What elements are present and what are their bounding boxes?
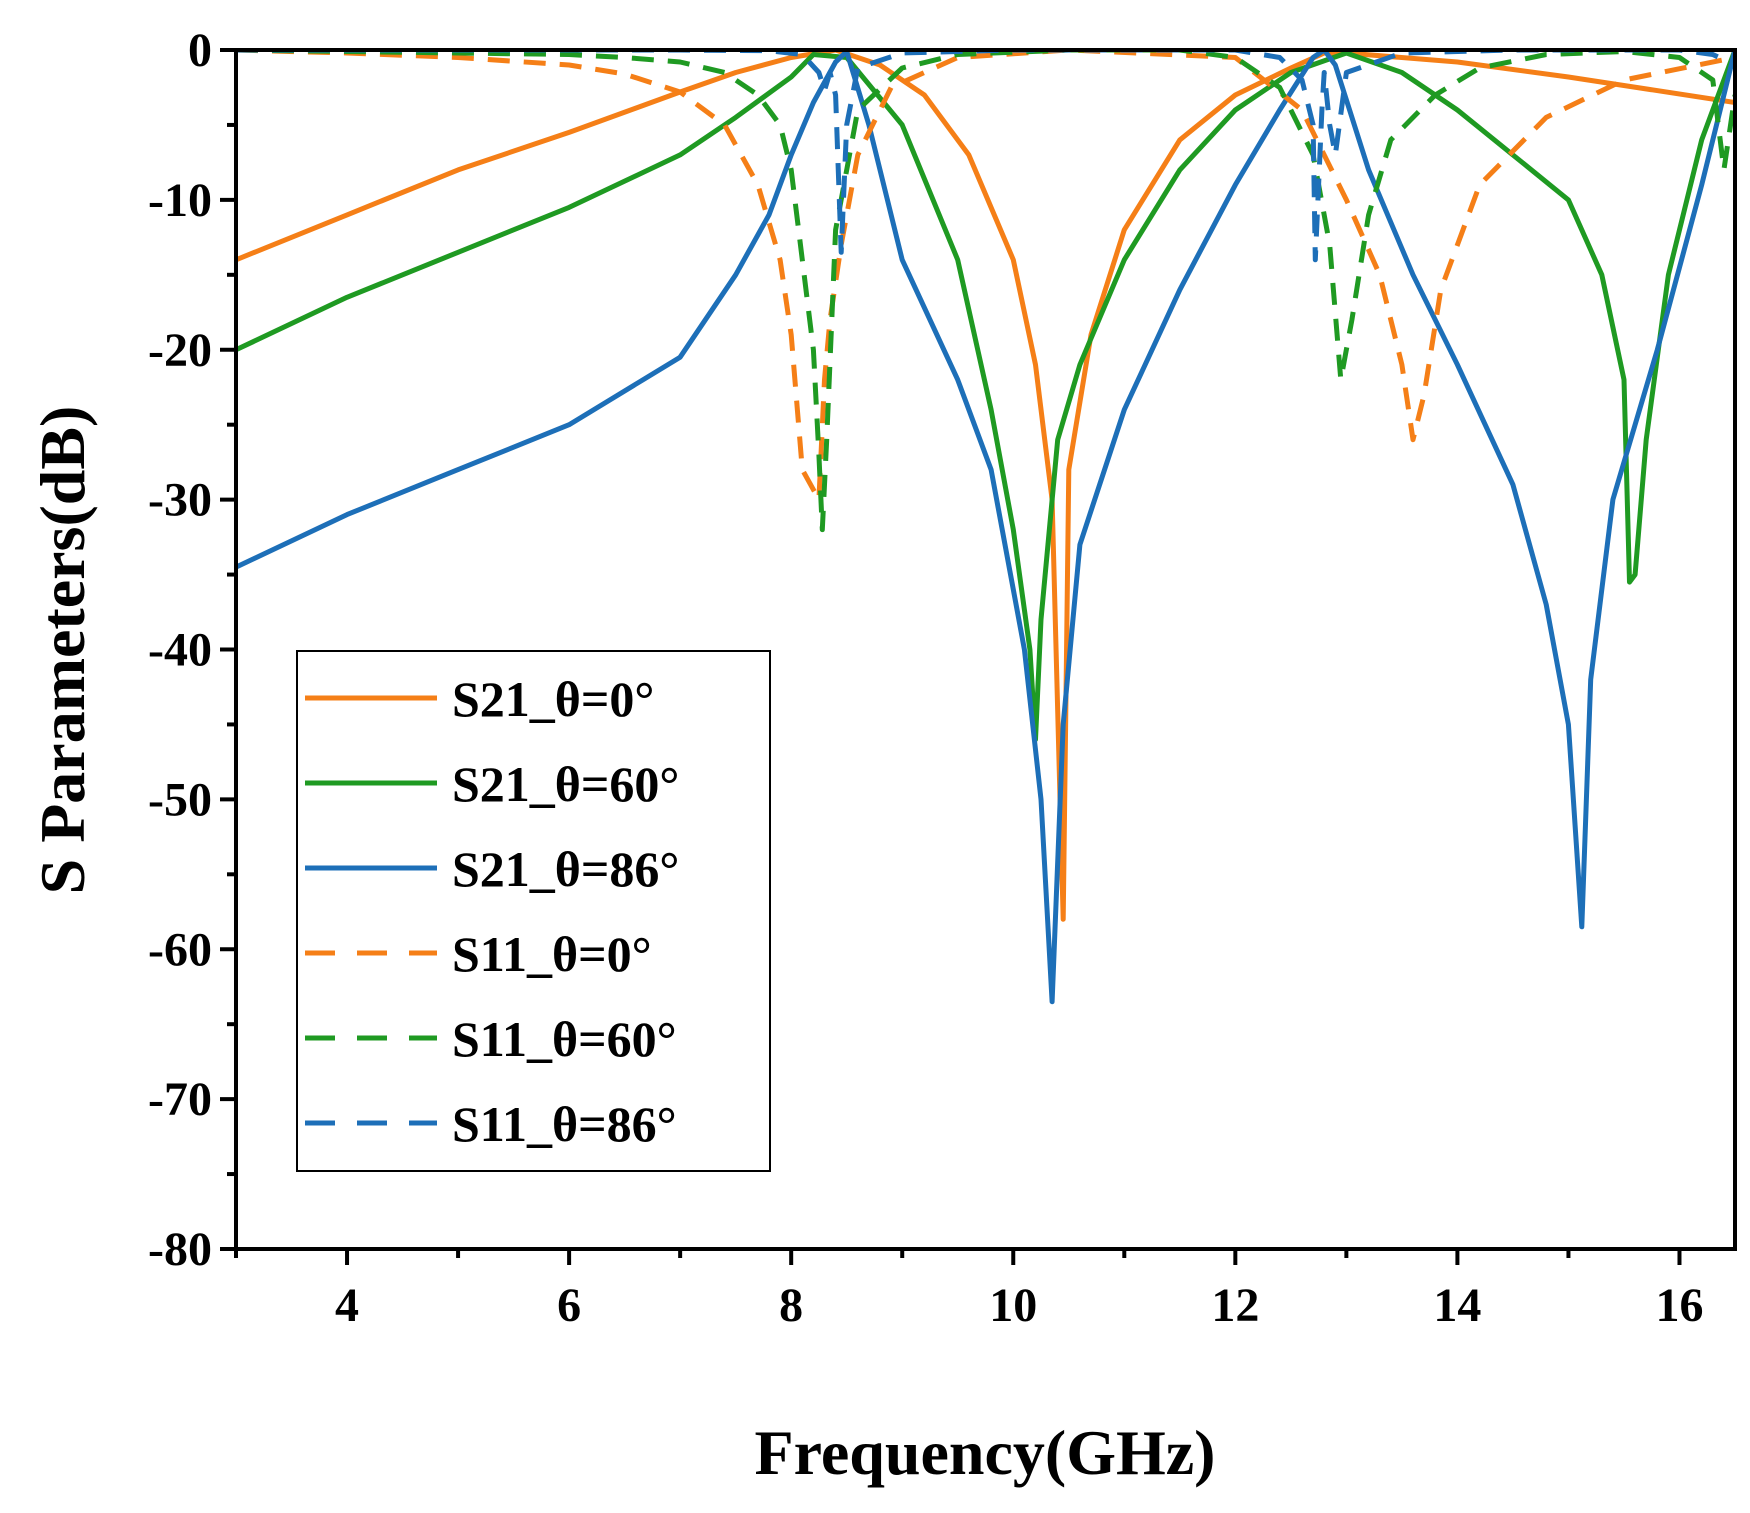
y-tick-label: -50 (148, 773, 212, 826)
axes: 4 6 8 10 12 14 16 0 -10 -20 -30 -40 -50 -60 -70 -80 (148, 24, 1703, 1332)
legend-label: S21_θ=60° (452, 756, 679, 812)
legend-label: S11_θ=0° (452, 926, 652, 982)
series-line-6 (236, 50, 1735, 263)
y-tick-label: -80 (148, 1223, 212, 1276)
legend: S21_θ=0° S21_θ=60° S21_θ=86° S11_θ=0° S11_θ=… (296, 650, 771, 1172)
x-tick-label: 4 (335, 1279, 359, 1332)
x-tick-label: 16 (1655, 1279, 1703, 1332)
series-line-4 (236, 50, 1735, 503)
series-line-2 (236, 50, 1735, 742)
y-tick-label: -30 (148, 474, 212, 527)
x-tick-label: 14 (1433, 1279, 1481, 1332)
legend-label: S21_θ=86° (452, 841, 679, 897)
series-layer (236, 50, 1735, 1005)
x-tick-label: 10 (989, 1279, 1037, 1332)
y-tick-label: -40 (148, 624, 212, 677)
legend-label: S21_θ=0° (452, 671, 654, 727)
y-tick-label: -70 (148, 1073, 212, 1126)
x-tick-label: 12 (1211, 1279, 1259, 1332)
legend-label: S11_θ=86° (452, 1096, 677, 1152)
series-line-5 (236, 50, 1735, 533)
x-tick-label: 8 (779, 1279, 803, 1332)
legend-box (296, 650, 771, 1172)
y-tick-label: 0 (188, 24, 212, 77)
series-line-3 (236, 50, 1735, 1005)
x-axis-title: Frequency(GHz) (755, 1417, 1216, 1488)
legend-label: S11_θ=60° (452, 1011, 677, 1067)
y-tick-label: -10 (148, 174, 212, 227)
y-tick-label: -20 (148, 324, 212, 377)
x-tick-label: 6 (557, 1279, 581, 1332)
y-tick-label: -60 (148, 923, 212, 976)
y-axis-title: S Parameters(dB) (27, 406, 98, 895)
